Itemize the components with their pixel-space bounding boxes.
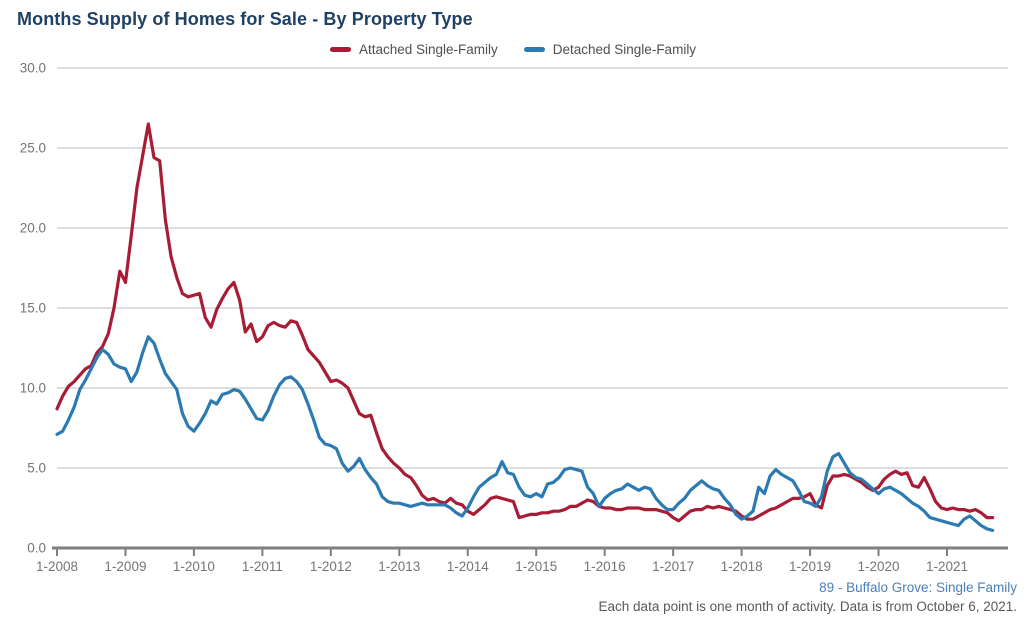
x-axis-label: 1-2008 — [36, 559, 78, 574]
source-link[interactable]: 89 - Buffalo Grove: Single Family — [819, 580, 1017, 595]
x-axis-label: 1-2018 — [721, 559, 763, 574]
y-axis-label: 25.0 — [20, 141, 46, 156]
y-axis-label: 30.0 — [20, 61, 46, 76]
legend-label-attached: Attached Single-Family — [358, 42, 498, 57]
attached-single-family-line — [55, 122, 995, 523]
x-axis-label: 1-2019 — [789, 559, 831, 574]
legend-label-detached: Detached Single-Family — [552, 42, 697, 57]
y-axis-label: 5.0 — [27, 461, 46, 476]
footer-note: Each data point is one month of activity… — [598, 598, 1017, 614]
x-axis-label: 1-2021 — [926, 559, 968, 574]
chart-footer: 89 - Buffalo Grove: Single Family Each d… — [599, 579, 1017, 617]
x-axis-label: 1-2016 — [584, 559, 626, 574]
x-axis-label: 1-2020 — [857, 559, 899, 574]
attached-series-swatch-icon — [329, 47, 351, 52]
detached-single-family-line — [55, 335, 995, 533]
x-axis-label: 1-2017 — [652, 559, 694, 574]
y-axis-label: 20.0 — [20, 221, 46, 236]
y-axis-label: 0.0 — [27, 541, 46, 556]
x-axis-label: 1-2013 — [378, 559, 420, 574]
y-axis-label: 10.0 — [20, 381, 46, 396]
x-axis-label: 1-2011 — [242, 559, 283, 574]
x-axis-label: 1-2015 — [515, 559, 557, 574]
x-axis-label: 1-2012 — [310, 559, 352, 574]
x-axis-label: 1-2009 — [104, 559, 146, 574]
x-axis-label: 1-2010 — [173, 559, 215, 574]
x-axis-label: 1-2014 — [447, 559, 490, 574]
chart-legend: Attached Single-Family Detached Single-F… — [0, 42, 1026, 57]
legend-item-detached[interactable]: Detached Single-Family — [523, 42, 697, 57]
legend-item-attached[interactable]: Attached Single-Family — [329, 42, 498, 57]
detached-series-swatch-icon — [523, 47, 545, 52]
y-axis-label: 15.0 — [20, 301, 46, 316]
page-title: Months Supply of Homes for Sale - By Pro… — [17, 9, 473, 29]
